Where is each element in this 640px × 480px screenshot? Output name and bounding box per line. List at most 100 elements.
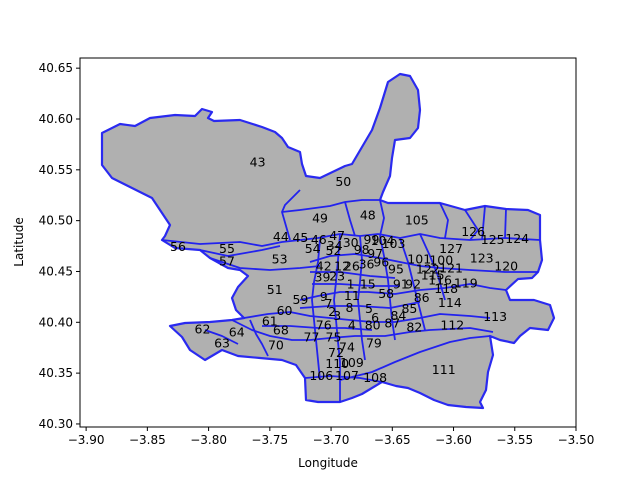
region-label-36: 36 [359,256,375,271]
region-label-62: 62 [195,321,211,336]
region-label-113: 113 [483,309,507,324]
boundary-sw [249,319,269,357]
boundary-north [161,233,541,247]
region-label-1: 1 [347,277,355,292]
x-axis-label: Longitude [298,456,358,470]
region-label-77: 77 [304,330,320,345]
region-label-111: 111 [432,362,456,377]
boundary-core-ring [309,253,538,273]
boundary-central-e [399,237,426,331]
region-label-49: 49 [312,211,328,226]
boundary-east-4 [504,208,507,239]
boundary-inner-3 [299,301,421,309]
region-label-80: 80 [365,317,381,332]
region-label-59: 59 [292,292,308,307]
boundary-east-3 [481,205,486,241]
boundary-west-2 [209,257,321,271]
boundary-central-f [419,233,446,301]
region-label-8: 8 [345,300,353,315]
axes-frame [79,57,577,428]
boundary-north-2 [281,199,380,213]
district-polygons [100,72,556,410]
y-tick-label: 40.55 [39,163,73,177]
y-tick-label: 40.65 [39,61,73,75]
y-axis-label: Latitude [12,217,26,266]
region-label-12: 12 [334,258,350,273]
region-label-104: 104 [371,233,395,248]
region-label-30: 30 [343,235,359,250]
y-tick-label: 40.35 [39,366,73,380]
region-label-122: 122 [416,261,440,276]
region-label-47: 47 [329,228,345,243]
boundary-central-c [357,235,366,361]
region-label-79: 79 [366,336,382,351]
region-label-46: 46 [311,232,327,247]
x-tick-label: −3.75 [251,433,288,447]
region-label-92: 92 [405,277,421,292]
region-label-68: 68 [273,322,289,337]
region-label-115: 115 [421,268,445,283]
region-label-54: 54 [305,241,321,256]
x-axis-ticks: −3.90 −3.85 −3.80 −3.75 −3.70 −3.65 −3.60 −3.55… [68,427,595,447]
region-label-43: 43 [250,155,266,170]
region-label-118: 118 [434,281,458,296]
region-label-82: 82 [406,319,422,334]
y-tick-label: 40.50 [39,214,73,228]
region-label-75: 75 [326,330,342,345]
boundary-central-d [379,235,396,341]
region-label-97: 97 [367,246,383,261]
region-label-116: 116 [428,273,452,288]
region-label-112: 112 [440,317,464,332]
region-label-84: 84 [390,308,406,323]
x-tick-label: −3.70 [313,433,350,447]
y-tick-label: 40.40 [39,315,73,329]
region-label-52: 52 [326,243,342,258]
region-label-56: 56 [170,239,186,254]
region-label-50: 50 [335,174,351,189]
region-label-96: 96 [373,254,389,269]
x-tick-label: −3.60 [435,433,472,447]
region-label-105: 105 [405,213,429,228]
region-label-114: 114 [438,295,462,310]
region-label-120: 120 [494,258,518,273]
boundary-se [339,335,491,381]
region-label-107: 107 [335,368,359,383]
region-label-55: 55 [219,241,235,256]
region-label-26: 26 [344,258,360,273]
region-label-3: 3 [333,308,341,323]
region-label-9: 9 [320,289,328,304]
boundary-south-ring-2 [231,319,494,341]
region-label-53: 53 [272,251,288,266]
region-label-70: 70 [268,338,284,353]
x-tick-label: −3.80 [190,433,227,447]
region-label-39: 39 [315,270,331,285]
region-label-34: 34 [327,238,343,253]
boundary-south-core [304,375,383,383]
region-label-44: 44 [273,229,289,244]
region-label-99: 99 [364,232,380,247]
region-label-63: 63 [214,336,230,351]
boundary-west [199,245,281,257]
boundary-ridge-b [344,201,356,237]
region-label-48: 48 [360,208,376,223]
region-label-123: 123 [470,250,494,265]
x-tick-label: −3.85 [129,433,166,447]
region-label-5: 5 [365,301,373,316]
x-tick-label: −3.65 [374,433,411,447]
region-label-103: 103 [382,236,406,251]
region-label-74: 74 [339,340,355,355]
boundary-east-1 [439,202,449,239]
region-label-11: 11 [344,288,360,303]
region-label-108: 108 [363,370,387,385]
boundary-ridge-c [379,199,385,237]
y-tick-label: 40.45 [39,264,73,278]
region-label-127: 127 [439,241,463,256]
x-tick-label: −3.55 [496,433,533,447]
x-tick-label: −3.50 [558,433,595,447]
region-label-57: 57 [219,253,235,268]
region-label-85: 85 [401,301,417,316]
y-tick-label: 40.30 [39,417,73,431]
region-label-121: 121 [439,260,463,275]
boundary-inner-1 [310,271,396,279]
